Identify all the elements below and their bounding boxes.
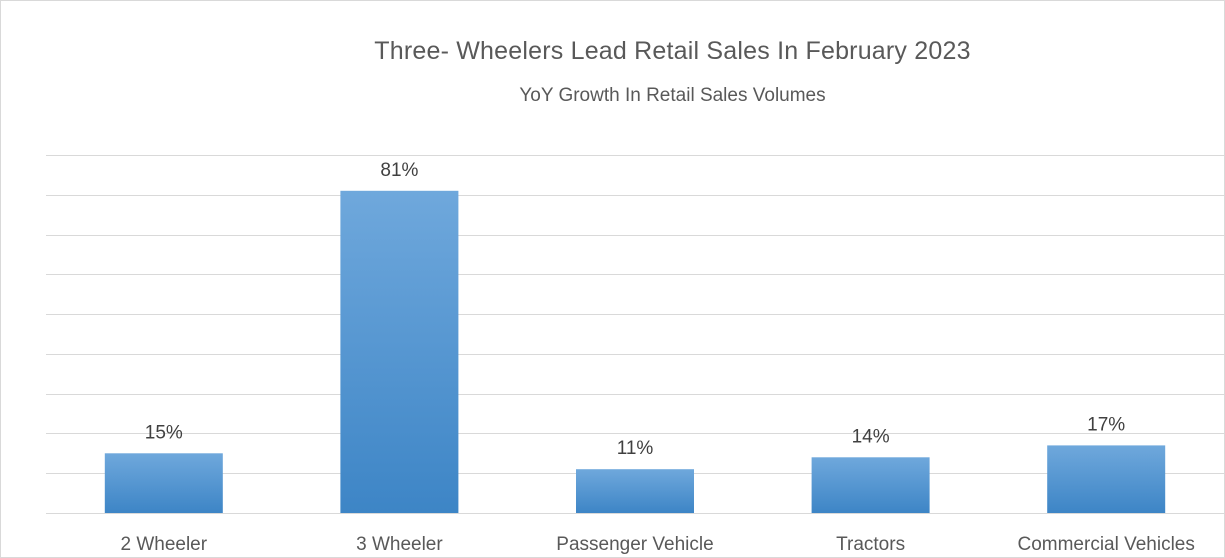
x-tick-label: 2 Wheeler	[120, 534, 207, 555]
bar-passenger-vehicle	[576, 469, 694, 513]
data-label: 17%	[1087, 414, 1125, 435]
data-labels: 15% 81% 11% 14% 17%	[145, 160, 1126, 459]
bar-tractors	[811, 457, 930, 513]
bar-3-wheeler	[340, 190, 459, 514]
data-label: 81%	[380, 160, 418, 181]
bar-commercial-vehicles	[1047, 445, 1166, 513]
data-label: 15%	[145, 422, 183, 443]
bar-2-wheeler	[104, 453, 223, 513]
data-label: 11%	[617, 438, 654, 459]
x-tick-label: Commercial Vehicles	[1017, 534, 1194, 555]
bars	[104, 190, 1166, 514]
chart-title: Three- Wheelers Lead Retail Sales In Feb…	[374, 37, 971, 65]
chart-subtitle: YoY Growth In Retail Sales Volumes	[519, 85, 826, 106]
x-tick-label: Passenger Vehicle	[556, 534, 713, 555]
x-axis-tick-labels: 2 Wheeler 3 Wheeler Passenger Vehicle Tract…	[120, 534, 1194, 555]
data-label: 14%	[852, 426, 890, 447]
gridlines	[46, 155, 1224, 514]
x-tick-label: Tractors	[836, 534, 905, 555]
x-tick-label: 3 Wheeler	[356, 534, 443, 555]
